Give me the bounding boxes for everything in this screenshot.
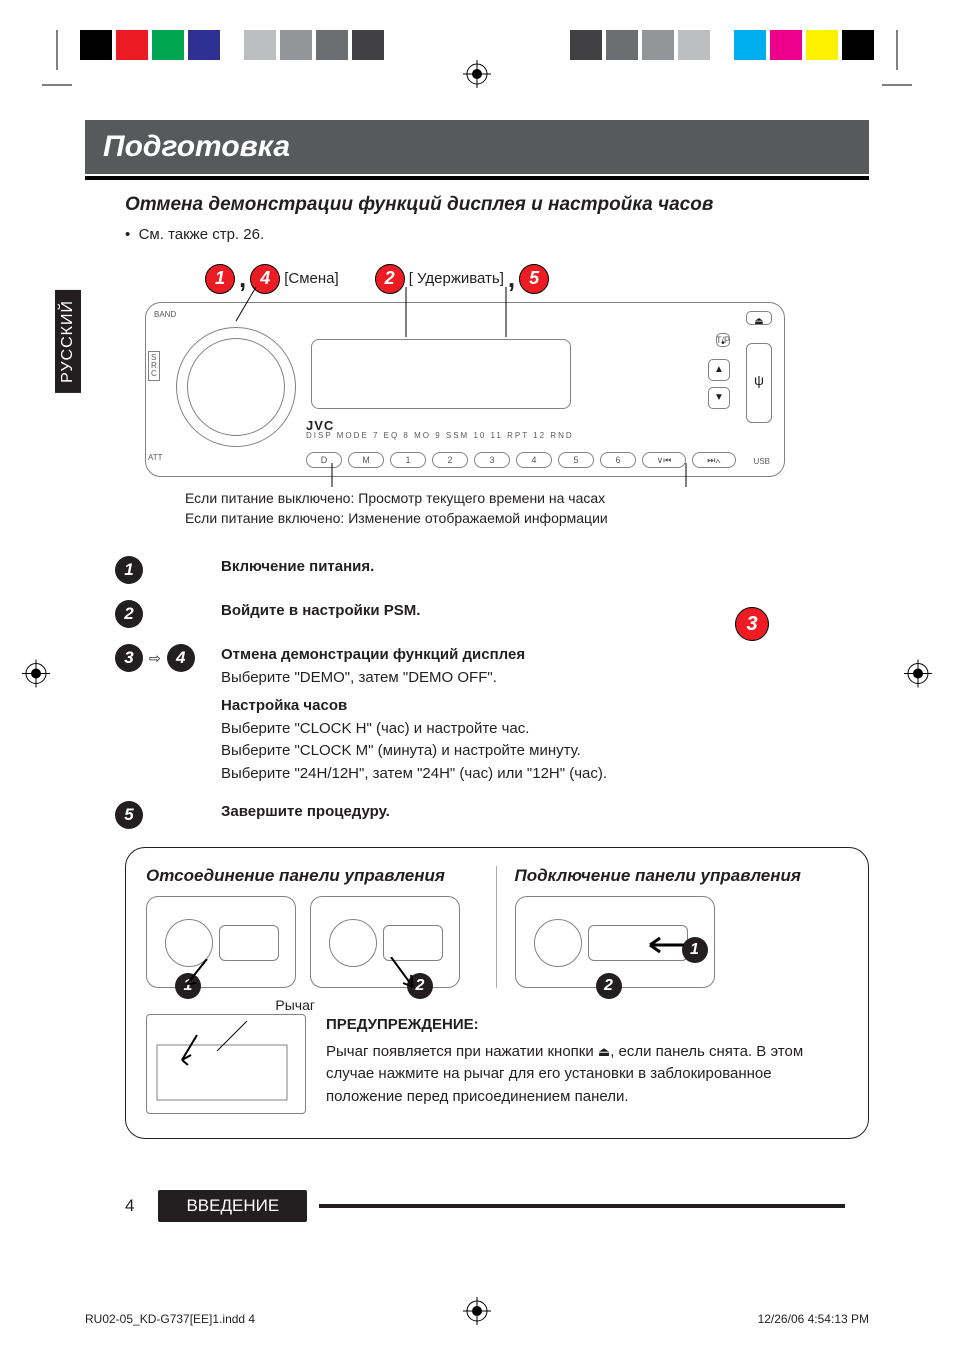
unit-illustration: 2: [310, 896, 460, 988]
step-heading: Завершите процедуру.: [221, 803, 390, 820]
arrow-icon: ⇨: [149, 650, 161, 667]
step-line: Выберите "DEMO", затем "DEMO OFF".: [221, 667, 869, 690]
panel-box: Отсоединение панели управления 1 2 Подкл: [125, 847, 869, 1139]
steps-list: 1 Включение питания. 2 Войдите в настрой…: [115, 556, 869, 829]
lever-illustration: Рычаг: [146, 1014, 306, 1114]
caption-line-2: Если питание включено: Изменение отображ…: [185, 509, 869, 529]
device-label-src: S R C: [148, 351, 160, 381]
footer-rule: [319, 1204, 845, 1208]
device-label-band: BAND: [154, 311, 176, 320]
device-dial: [176, 327, 296, 447]
unit-badge-2: 2: [596, 973, 622, 999]
preset-button: D: [306, 452, 342, 468]
seek-up-button: ⏭∧: [692, 452, 736, 468]
eject-icon: ⏏: [598, 1044, 610, 1059]
attach-column: Подключение панели управления 1 2: [515, 866, 849, 988]
device-up-button: ▲: [708, 359, 730, 381]
seek-down-button: ∨⏮: [642, 452, 686, 468]
step-number: 4: [167, 644, 195, 672]
caption-line-1: Если питание выключено: Просмотр текущег…: [185, 489, 869, 509]
callout-badge-4: 4: [250, 264, 280, 294]
step-line: Выберите "CLOCK M" (минута) и настройте …: [221, 740, 869, 763]
step-heading: Войдите в настройки PSM.: [221, 602, 420, 619]
step-number: 1: [115, 556, 143, 584]
callout-comma: ,: [508, 263, 515, 294]
registration-mark-icon: [463, 60, 491, 93]
preset-button: 2: [432, 452, 468, 468]
footer-section-tag: ВВЕДЕНИЕ: [158, 1190, 307, 1222]
step-row: 1 Включение питания.: [115, 556, 869, 584]
crop-mark-left: [42, 30, 72, 115]
slug-filename: RU02-05_KD-G737[EE]1.indd 4: [85, 1312, 255, 1326]
unit-illustration: 1: [146, 896, 296, 988]
device-eject-button: ⏏: [746, 311, 772, 325]
step-number: 5: [115, 801, 143, 829]
section-subtitle: Отмена демонстрации функций дисплея и на…: [125, 194, 869, 216]
step-row: 3 ⇨ 4 Отмена демонстрации функций диспле…: [115, 644, 869, 785]
preset-button: 4: [516, 452, 552, 468]
attach-heading: Подключение панели управления: [515, 866, 849, 886]
callout-comma: ,: [239, 263, 246, 294]
preset-button: 1: [390, 452, 426, 468]
slug-timestamp: 12/26/06 4:54:13 PM: [758, 1312, 869, 1326]
step-number: 3: [115, 644, 143, 672]
device-caption: Если питание выключено: Просмотр текущег…: [185, 489, 869, 528]
registration-mark-icon: [904, 660, 932, 693]
unit-illustration: 1 2: [515, 896, 715, 988]
page-content: РУССКИЙ Подготовка Отмена демонстрации ф…: [85, 120, 869, 1139]
callout-badge-3: 3: [735, 607, 769, 641]
section-title: Подготовка: [85, 120, 869, 174]
step-line: Выберите "24H/12H", затем "24H" (час) ил…: [221, 763, 869, 786]
device-preset-row: D M 1 2 3 4 5 6 ∨⏮ ⏭∧: [306, 452, 736, 468]
lever-label: Рычаг: [275, 997, 315, 1013]
preset-button: 3: [474, 452, 510, 468]
device-illustration: BAND S R C ATT JVC DISP MODE 7 EQ 8 MO 9…: [145, 302, 785, 477]
step-number: 2: [115, 600, 143, 628]
page-footer: 4 ВВЕДЕНИЕ: [125, 1190, 845, 1222]
detach-column: Отсоединение панели управления 1 2: [146, 866, 497, 988]
device-label-att: ATT: [148, 453, 163, 462]
crop-mark-right: [882, 30, 912, 115]
preset-button: M: [348, 452, 384, 468]
unit-badge-1: 1: [682, 937, 708, 963]
step-heading: Включение питания.: [221, 558, 374, 575]
step-line: Выберите "CLOCK H" (час) и настройте час…: [221, 718, 869, 741]
device-down-button: ▼: [708, 387, 730, 409]
device-tp-button: •: [716, 333, 730, 347]
detach-heading: Отсоединение панели управления: [146, 866, 480, 886]
page-number: 4: [125, 1196, 134, 1216]
title-rule: [85, 176, 869, 180]
registration-mark-icon: [463, 1297, 491, 1330]
registration-mark-icon: [22, 660, 50, 693]
step-heading: Отмена демонстрации функций дисплея: [221, 644, 869, 667]
language-tab: РУССКИЙ: [55, 290, 81, 393]
device-screen: [311, 339, 571, 409]
callout-label-change: [Смена]: [284, 270, 338, 287]
printer-marks-top: [0, 30, 954, 90]
warning-block: ПРЕДУПРЕЖДЕНИЕ: Рычаг появляется при наж…: [326, 1014, 848, 1108]
warning-body: Рычаг появляется при нажатии кнопки ⏏, е…: [326, 1041, 848, 1109]
preset-button: 6: [600, 452, 636, 468]
callout-badge-5: 5: [519, 264, 549, 294]
device-bottom-labels: DISP MODE 7 EQ 8 MO 9 SSM 10 11 RPT 12 R…: [306, 431, 574, 440]
callout-label-hold: [ Удерживать]: [409, 270, 504, 287]
preset-button: 5: [558, 452, 594, 468]
see-also-text: См. также стр. 26.: [139, 226, 265, 243]
step-row: 5 Завершите процедуру.: [115, 801, 869, 829]
step-heading: Настройка часов: [221, 695, 869, 718]
callout-badge-1: 1: [205, 264, 235, 294]
warning-text-a: Рычаг появляется при нажатии кнопки: [326, 1043, 598, 1060]
device-usb-port: ψ: [746, 343, 772, 423]
callout-row: 1 , 4 [Смена] 2 [ Удерживать] , 5: [205, 263, 869, 294]
callout-badge-2: 2: [375, 264, 405, 294]
device-label-usb: USB: [754, 457, 770, 466]
see-also-note: • См. также стр. 26.: [125, 226, 869, 243]
warning-heading: ПРЕДУПРЕЖДЕНИЕ:: [326, 1014, 848, 1037]
